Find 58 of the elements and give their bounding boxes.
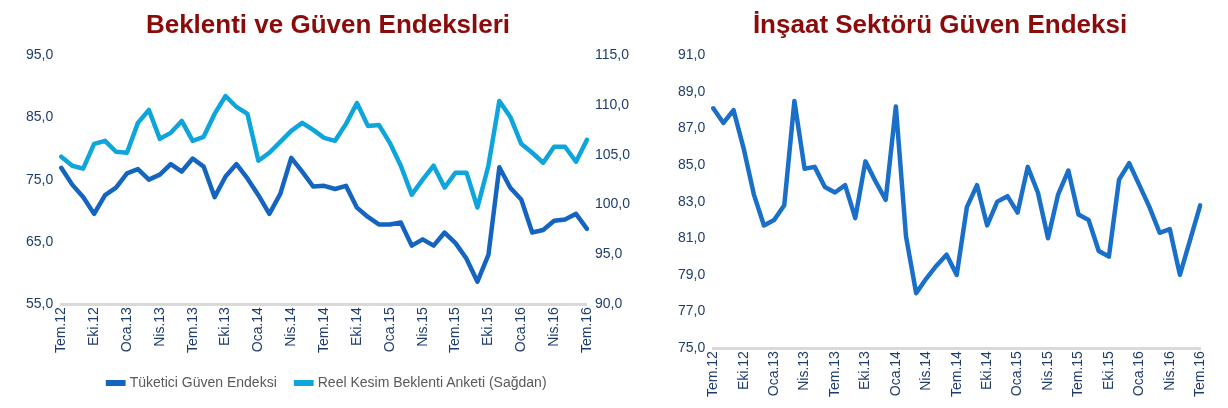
x-tick-label: Nis.13 [150,306,167,347]
x-tick-label: Tem.13 [183,306,200,354]
y-tick-label: 89,0 [678,82,706,99]
y2-tick-label: 95,0 [594,245,623,262]
y-tick-label: 85,0 [26,108,54,125]
y2-tick-label: 100,0 [594,195,631,212]
x-tick-label: Tem.12 [704,350,721,398]
x-tick-label: Nis.14 [282,306,299,347]
x-tick-label: Tem.16 [1191,350,1208,398]
x-tick-label: Tem.15 [1069,350,1086,398]
x-tick-label: Tem.14 [314,306,331,354]
x-tick-label: Eki.12 [84,306,101,347]
y-tick-label: 65,0 [26,232,54,249]
y-tick-label: 55,0 [26,294,54,311]
chart-title: İnşaat Sektörü Güven Endeksi [752,8,1128,39]
chart-title: Beklenti ve Güven Endeksleri [145,8,511,39]
x-tick-label: Oca.16 [1130,350,1147,397]
x-tick-label: Oca.14 [249,306,266,353]
x-tick-label: Eki.14 [978,350,995,391]
x-tick-label: Tem.12 [52,306,69,354]
y2-tick-label: 90,0 [594,294,623,311]
x-tick-label: Oca.15 [380,306,397,353]
x-tick-label: Oca.13 [764,350,781,397]
y2-tick-label: 115,0 [594,46,630,63]
x-tick-label: Tem.13 [825,350,842,398]
x-tick-label: Tem.15 [446,306,463,354]
legend-label: Reel Kesim Beklenti Anketi (Sağdan) [317,373,547,390]
y-tick-label: 79,0 [678,265,706,282]
y-tick-label: 77,0 [678,302,706,319]
y-tick-label: 81,0 [678,229,706,246]
x-tick-label: Oca.15 [1008,350,1025,397]
x-tick-label: Oca.13 [117,306,134,353]
y2-tick-label: 105,0 [594,145,631,162]
x-tick-label: Oca.16 [512,306,529,353]
x-tick-label: Tem.14 [947,350,964,398]
y-tick-label: 95,0 [26,46,54,63]
legend-label: Tüketici Güven Endeksi [129,373,277,390]
x-tick-label: Nis.14 [917,350,934,391]
x-tick-label: Eki.15 [479,306,496,347]
x-tick-label: Nis.16 [544,306,561,347]
x-tick-label: Eki.12 [734,350,751,391]
x-tick-label: Oca.14 [886,350,903,397]
x-tick-label: Nis.13 [795,350,812,391]
x-tick-label: Eki.13 [856,350,873,391]
y-tick-label: 75,0 [678,338,706,355]
y-tick-label: 91,0 [678,46,706,63]
x-tick-label: Nis.15 [413,306,430,347]
x-tick-label: Eki.13 [216,306,233,347]
x-tick-label: Nis.15 [1038,350,1055,391]
y-tick-label: 87,0 [678,119,706,136]
y-tick-label: 85,0 [678,155,706,172]
x-tick-label: Nis.16 [1160,350,1177,391]
y-tick-label: 83,0 [678,192,706,209]
x-tick-label: Eki.14 [347,306,364,347]
y-tick-label: 75,0 [26,170,54,187]
x-tick-label: Eki.15 [1099,350,1116,391]
x-tick-label: Tem.16 [577,306,594,354]
y2-tick-label: 110,0 [594,95,630,112]
